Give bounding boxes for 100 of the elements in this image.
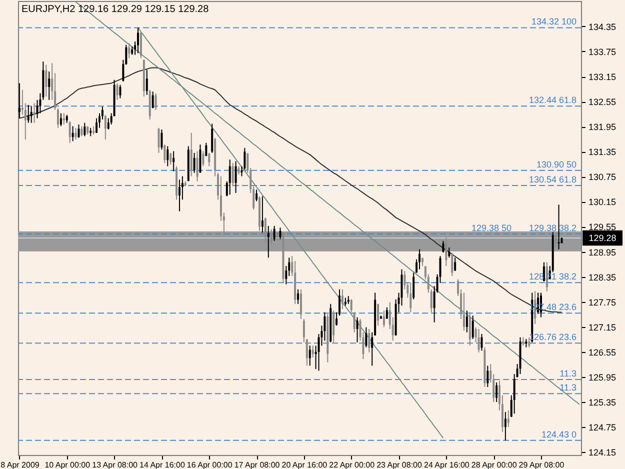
y-tick-label: 124.15 xyxy=(588,448,616,458)
candlestick xyxy=(137,27,140,54)
candlestick xyxy=(48,71,50,100)
candlestick xyxy=(193,152,196,174)
x-tick-label: 22 Apr 00:00 xyxy=(329,460,376,469)
annotation: 11.3 xyxy=(560,382,577,393)
candlestick xyxy=(60,112,62,127)
y-tick-label: 128.35 xyxy=(588,272,616,282)
candlestick xyxy=(199,144,202,174)
candlestick xyxy=(267,225,270,258)
y-tick-label: 125.35 xyxy=(588,398,616,408)
candlestick xyxy=(232,162,234,187)
y-tick-label: 125.95 xyxy=(588,372,616,382)
candlestick xyxy=(261,196,264,234)
candlestick xyxy=(412,272,415,300)
x-tick-label: 14 Apr 16:00 xyxy=(140,460,186,469)
candlestick xyxy=(341,288,344,310)
annotation: 11.3 xyxy=(560,368,577,378)
candlestick xyxy=(468,312,471,346)
candlestick xyxy=(507,410,510,428)
candlestick xyxy=(350,298,352,313)
annotation: 132.44 61.8 xyxy=(528,95,577,106)
candlestick xyxy=(84,122,86,137)
candlestick xyxy=(308,345,311,366)
y-tick-label: 129.55 xyxy=(588,222,616,232)
candlestick xyxy=(166,146,169,167)
candlestick xyxy=(256,189,258,202)
candlestick xyxy=(68,120,71,144)
candlestick xyxy=(418,248,421,270)
y-tick-label: 127.15 xyxy=(588,322,616,332)
candlestick xyxy=(300,288,302,320)
annotation: 129.38 38.2 xyxy=(528,222,577,233)
candlestick xyxy=(211,123,214,154)
candlestick xyxy=(472,315,474,340)
candlestick xyxy=(104,114,106,140)
annotation: 130.90 50 xyxy=(536,159,577,170)
candlestick xyxy=(164,144,166,164)
candlestick xyxy=(386,306,388,320)
candlestick xyxy=(454,257,456,272)
candlestick xyxy=(57,108,60,128)
candlestick xyxy=(234,160,237,194)
candlestick xyxy=(558,204,560,250)
x-tick-label: 24 Apr 16:00 xyxy=(424,460,470,469)
x-tick-label: 29 Apr 08:00 xyxy=(518,460,565,469)
y-tick-label: 124.75 xyxy=(588,422,616,433)
candlestick xyxy=(353,312,356,333)
candlestick xyxy=(228,159,231,196)
candlestick xyxy=(273,225,276,242)
y-tick-label: 132.55 xyxy=(588,97,616,108)
candlestick xyxy=(478,328,480,353)
candlestick xyxy=(78,124,80,138)
candlestick xyxy=(451,252,454,276)
candlestick xyxy=(158,127,160,154)
annotation: 124.43 0 xyxy=(541,429,577,440)
candlestick xyxy=(30,106,32,124)
y-tick-label: 133.75 xyxy=(588,46,616,57)
candlestick xyxy=(128,42,130,59)
candlestick xyxy=(445,237,448,266)
y-tick-label: 134.35 xyxy=(588,22,616,32)
candlestick xyxy=(324,312,326,342)
x-tick-label: 17 Apr 08:00 xyxy=(234,460,280,469)
annotation: 130.54 61.8 xyxy=(528,174,577,184)
candlestick xyxy=(172,150,175,172)
x-tick-label: 28 Apr 00:00 xyxy=(471,460,518,469)
candlestick xyxy=(27,104,30,124)
candlestick xyxy=(332,310,335,343)
candlestick xyxy=(72,126,74,142)
x-tick-label: 13 Apr 08:00 xyxy=(92,460,138,469)
candlestick xyxy=(196,150,198,182)
y-tick-label: 126.55 xyxy=(588,347,616,358)
x-tick-label: 10 Apr 00:00 xyxy=(44,460,91,469)
annotation: 134.32 100 xyxy=(531,16,577,27)
candlestick xyxy=(382,310,385,328)
candlestick xyxy=(554,232,557,248)
candlestick xyxy=(480,333,483,352)
x-tick-label: 20 Apr 16:00 xyxy=(282,460,328,469)
annotation: 129.38 50 xyxy=(471,222,512,233)
candlestick xyxy=(205,142,208,157)
candlestick xyxy=(410,282,412,313)
candlestick xyxy=(74,127,77,140)
candlestick xyxy=(80,126,83,137)
y-tick-label: 130.75 xyxy=(588,172,616,182)
candlestick xyxy=(152,91,154,109)
candlestick xyxy=(178,179,180,212)
candlestick xyxy=(190,132,192,177)
candlestick xyxy=(62,112,65,126)
x-tick-label: 16 Apr 00:00 xyxy=(186,460,233,469)
x-tick-label: 8 Apr 2009 xyxy=(0,460,40,469)
y-tick-label: 130.15 xyxy=(588,197,616,208)
candlestick xyxy=(140,31,142,59)
candlestick xyxy=(365,326,368,348)
candlestick xyxy=(160,129,163,150)
candlestick xyxy=(448,247,450,258)
candlestick xyxy=(297,288,300,304)
x-tick-label: 23 Apr 08:00 xyxy=(376,460,422,469)
candlestick xyxy=(442,240,444,254)
candlestick xyxy=(504,412,506,441)
candlestick xyxy=(528,336,530,348)
y-tick-label: 128.95 xyxy=(588,247,616,258)
candlestick xyxy=(119,84,122,99)
